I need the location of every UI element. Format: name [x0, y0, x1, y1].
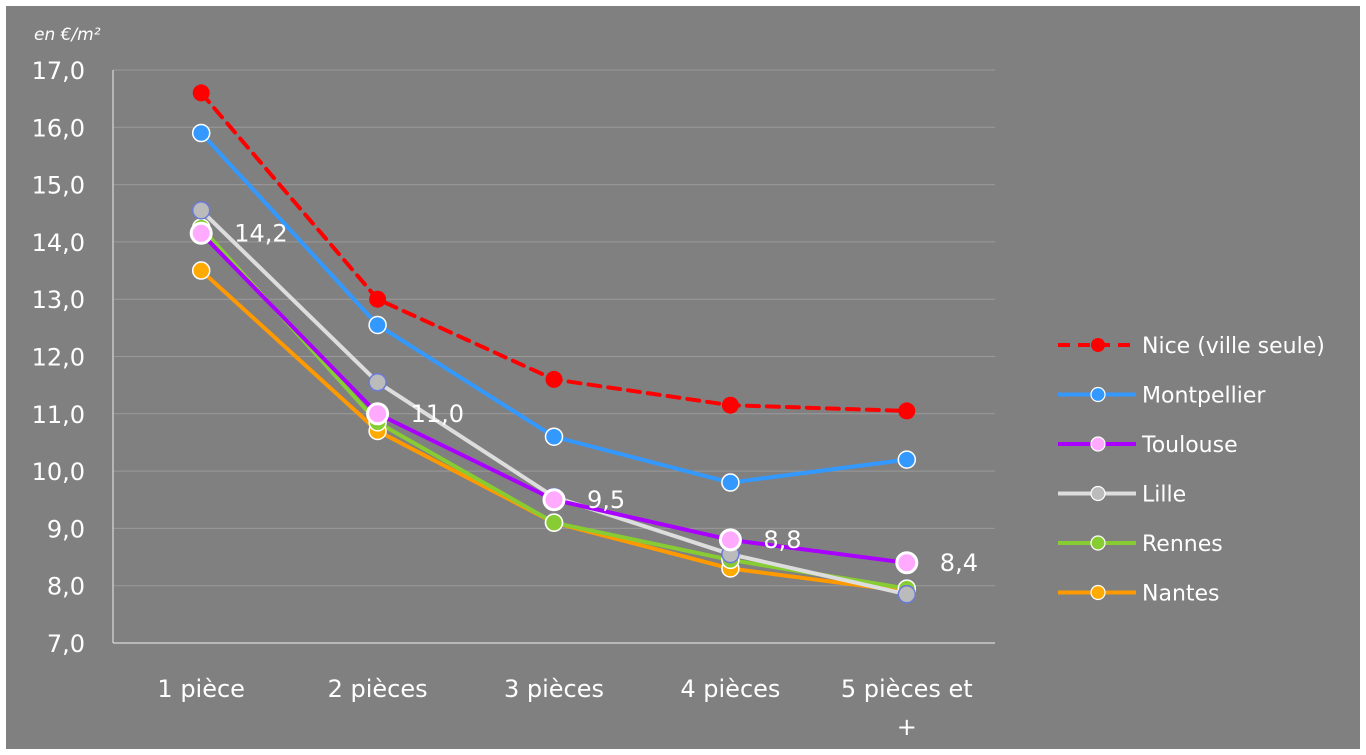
y-tick-label: 10,0 — [32, 458, 85, 486]
legend-label: Lille — [1142, 483, 1186, 508]
data-point — [542, 488, 566, 512]
data-point — [191, 201, 211, 220]
y-tick-label: 14,0 — [32, 229, 85, 257]
data-point — [192, 84, 210, 102]
data-point — [191, 261, 211, 280]
legend-swatch-marker — [1090, 485, 1106, 502]
y-tick-label: 7,0 — [47, 630, 85, 658]
data-label: 11,0 — [411, 400, 464, 428]
data-point — [366, 402, 390, 426]
data-label: 14,2 — [234, 219, 287, 247]
data-point — [545, 370, 563, 388]
data-point — [721, 473, 740, 492]
data-label: 8,4 — [940, 549, 978, 577]
x-tick-label: 1 pièce — [157, 675, 245, 703]
legend-swatch-marker — [1091, 338, 1105, 352]
x-tick-label: 3 pièces — [504, 675, 604, 703]
x-tick-label: 5 pièces et — [841, 675, 973, 703]
data-point — [368, 315, 387, 335]
data-point — [721, 396, 739, 414]
y-tick-label: 15,0 — [32, 172, 85, 200]
y-tick-label: 11,0 — [32, 401, 85, 429]
y-tick-label: 17,0 — [32, 57, 85, 85]
data-point — [544, 427, 564, 446]
data-point — [897, 585, 917, 604]
unit-label: en €/m² — [34, 25, 101, 45]
x-tick-label: 2 pièces — [328, 675, 428, 703]
y-tick-label: 12,0 — [32, 344, 85, 372]
data-point — [897, 450, 917, 469]
legend-swatch-marker — [1090, 436, 1106, 452]
series-line — [199, 90, 909, 413]
legend-swatch-marker — [1090, 584, 1106, 601]
legend-label: Montpellier — [1142, 384, 1266, 409]
y-tick-label: 16,0 — [32, 114, 85, 142]
chart-area: en €/m² 7,0 8,0 9,0 10,0 11,0 12,0 13,0 14,0 15,… — [6, 6, 1360, 749]
y-tick-label: 9,0 — [47, 515, 85, 543]
legend-label: Nice (ville seule) — [1142, 334, 1325, 359]
data-point — [718, 528, 742, 552]
legend-swatch-marker — [1090, 535, 1106, 551]
data-point — [544, 513, 564, 532]
data-point — [369, 290, 387, 308]
series-line — [199, 231, 909, 565]
data-point — [191, 123, 211, 143]
y-tick-label: 8,0 — [47, 573, 85, 601]
data-label: 8,8 — [763, 526, 801, 554]
data-point — [368, 373, 387, 392]
data-label: 9,5 — [587, 486, 625, 514]
x-tick-label: + — [897, 713, 917, 741]
line-chart: en €/m² 7,0 8,0 9,0 10,0 11,0 12,0 13,0 14,0 15,… — [32, 25, 1325, 741]
data-point — [189, 221, 213, 245]
x-tick-label: 4 pièces — [680, 675, 780, 703]
data-point — [898, 402, 916, 420]
y-tick-label: 13,0 — [32, 286, 85, 314]
data-point — [895, 551, 919, 575]
legend-label: Nantes — [1142, 582, 1220, 607]
legend-label: Rennes — [1142, 532, 1223, 557]
legend-swatch-marker — [1090, 386, 1106, 403]
legend-label: Toulouse — [1141, 433, 1238, 458]
